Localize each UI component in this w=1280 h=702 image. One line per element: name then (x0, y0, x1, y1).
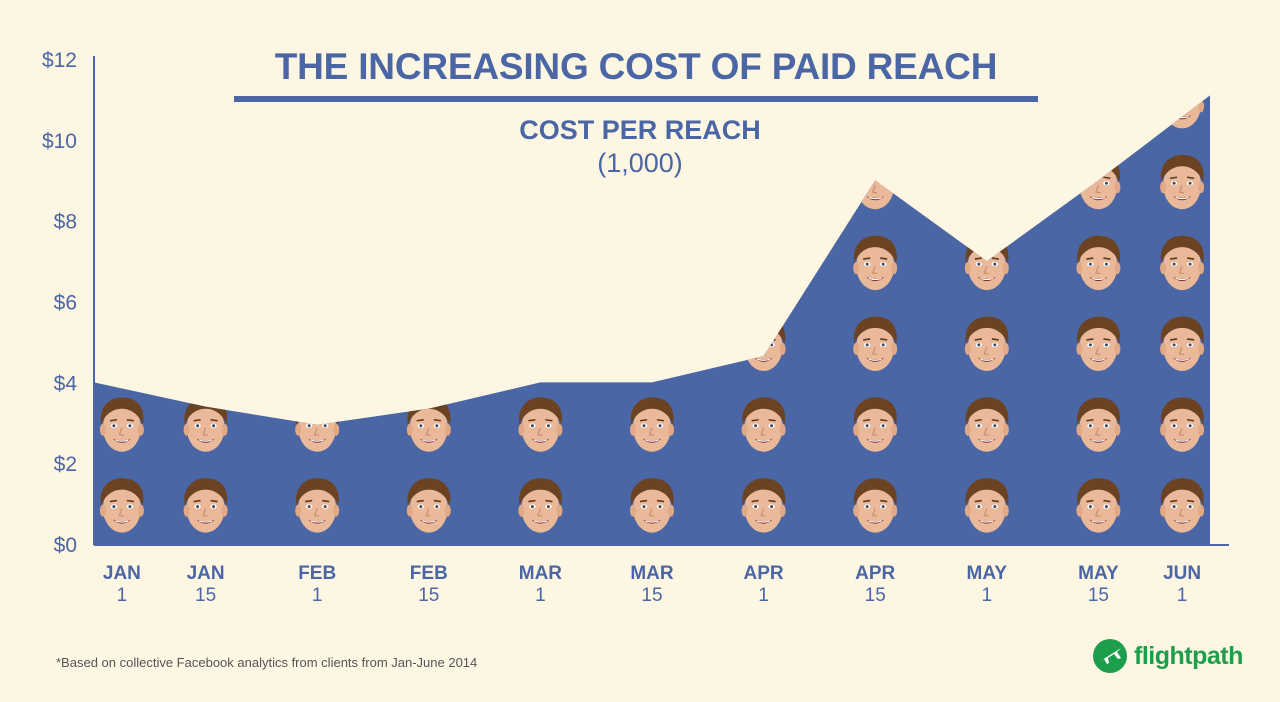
y-tick-label: $0 (54, 534, 77, 557)
x-tick-day: 1 (982, 585, 993, 606)
logo-text: flightpath (1134, 641, 1243, 670)
x-tick-month: MAR (519, 563, 563, 584)
chart-subtitle: COST PER REACH (519, 115, 761, 145)
cost-area (94, 95, 1210, 544)
x-tick-day: 15 (641, 585, 662, 606)
x-tick-day: 15 (418, 585, 439, 606)
x-tick-month: MAY (967, 563, 1008, 584)
x-tick-day: 15 (1088, 585, 1109, 606)
x-tick-day: 1 (1177, 585, 1188, 606)
y-tick-label: $4 (54, 372, 78, 395)
y-tick-label: $6 (54, 292, 77, 315)
x-tick-month: JAN (103, 563, 141, 584)
footnote: *Based on collective Facebook analytics … (56, 655, 478, 670)
x-tick-day: 1 (535, 585, 546, 606)
y-tick-label: $10 (42, 130, 77, 153)
airplane-icon (1093, 639, 1127, 673)
title-underline (234, 96, 1038, 102)
x-tick-month: MAY (1078, 563, 1119, 584)
flightpath-logo: flightpath (1092, 636, 1243, 676)
x-tick-day: 1 (312, 585, 323, 606)
x-tick-month: APR (744, 563, 784, 584)
x-tick-day: 15 (195, 585, 216, 606)
chart-title: THE INCREASING COST OF PAID REACH (274, 46, 998, 87)
x-tick-month: APR (855, 563, 895, 584)
x-tick-month: JAN (187, 563, 225, 584)
x-tick-day: 15 (865, 585, 886, 606)
chart-subtitle-unit: (1,000) (597, 148, 683, 178)
y-tick-label: $8 (54, 211, 77, 234)
x-tick-day: 1 (758, 585, 769, 606)
x-tick-month: MAR (630, 563, 674, 584)
x-tick-day: 1 (117, 585, 128, 606)
y-tick-label: $2 (54, 453, 77, 476)
x-tick-month: FEB (410, 563, 448, 584)
x-tick-month: FEB (298, 563, 336, 584)
x-tick-month: JUN (1163, 563, 1201, 584)
y-tick-label: $12 (42, 49, 77, 72)
